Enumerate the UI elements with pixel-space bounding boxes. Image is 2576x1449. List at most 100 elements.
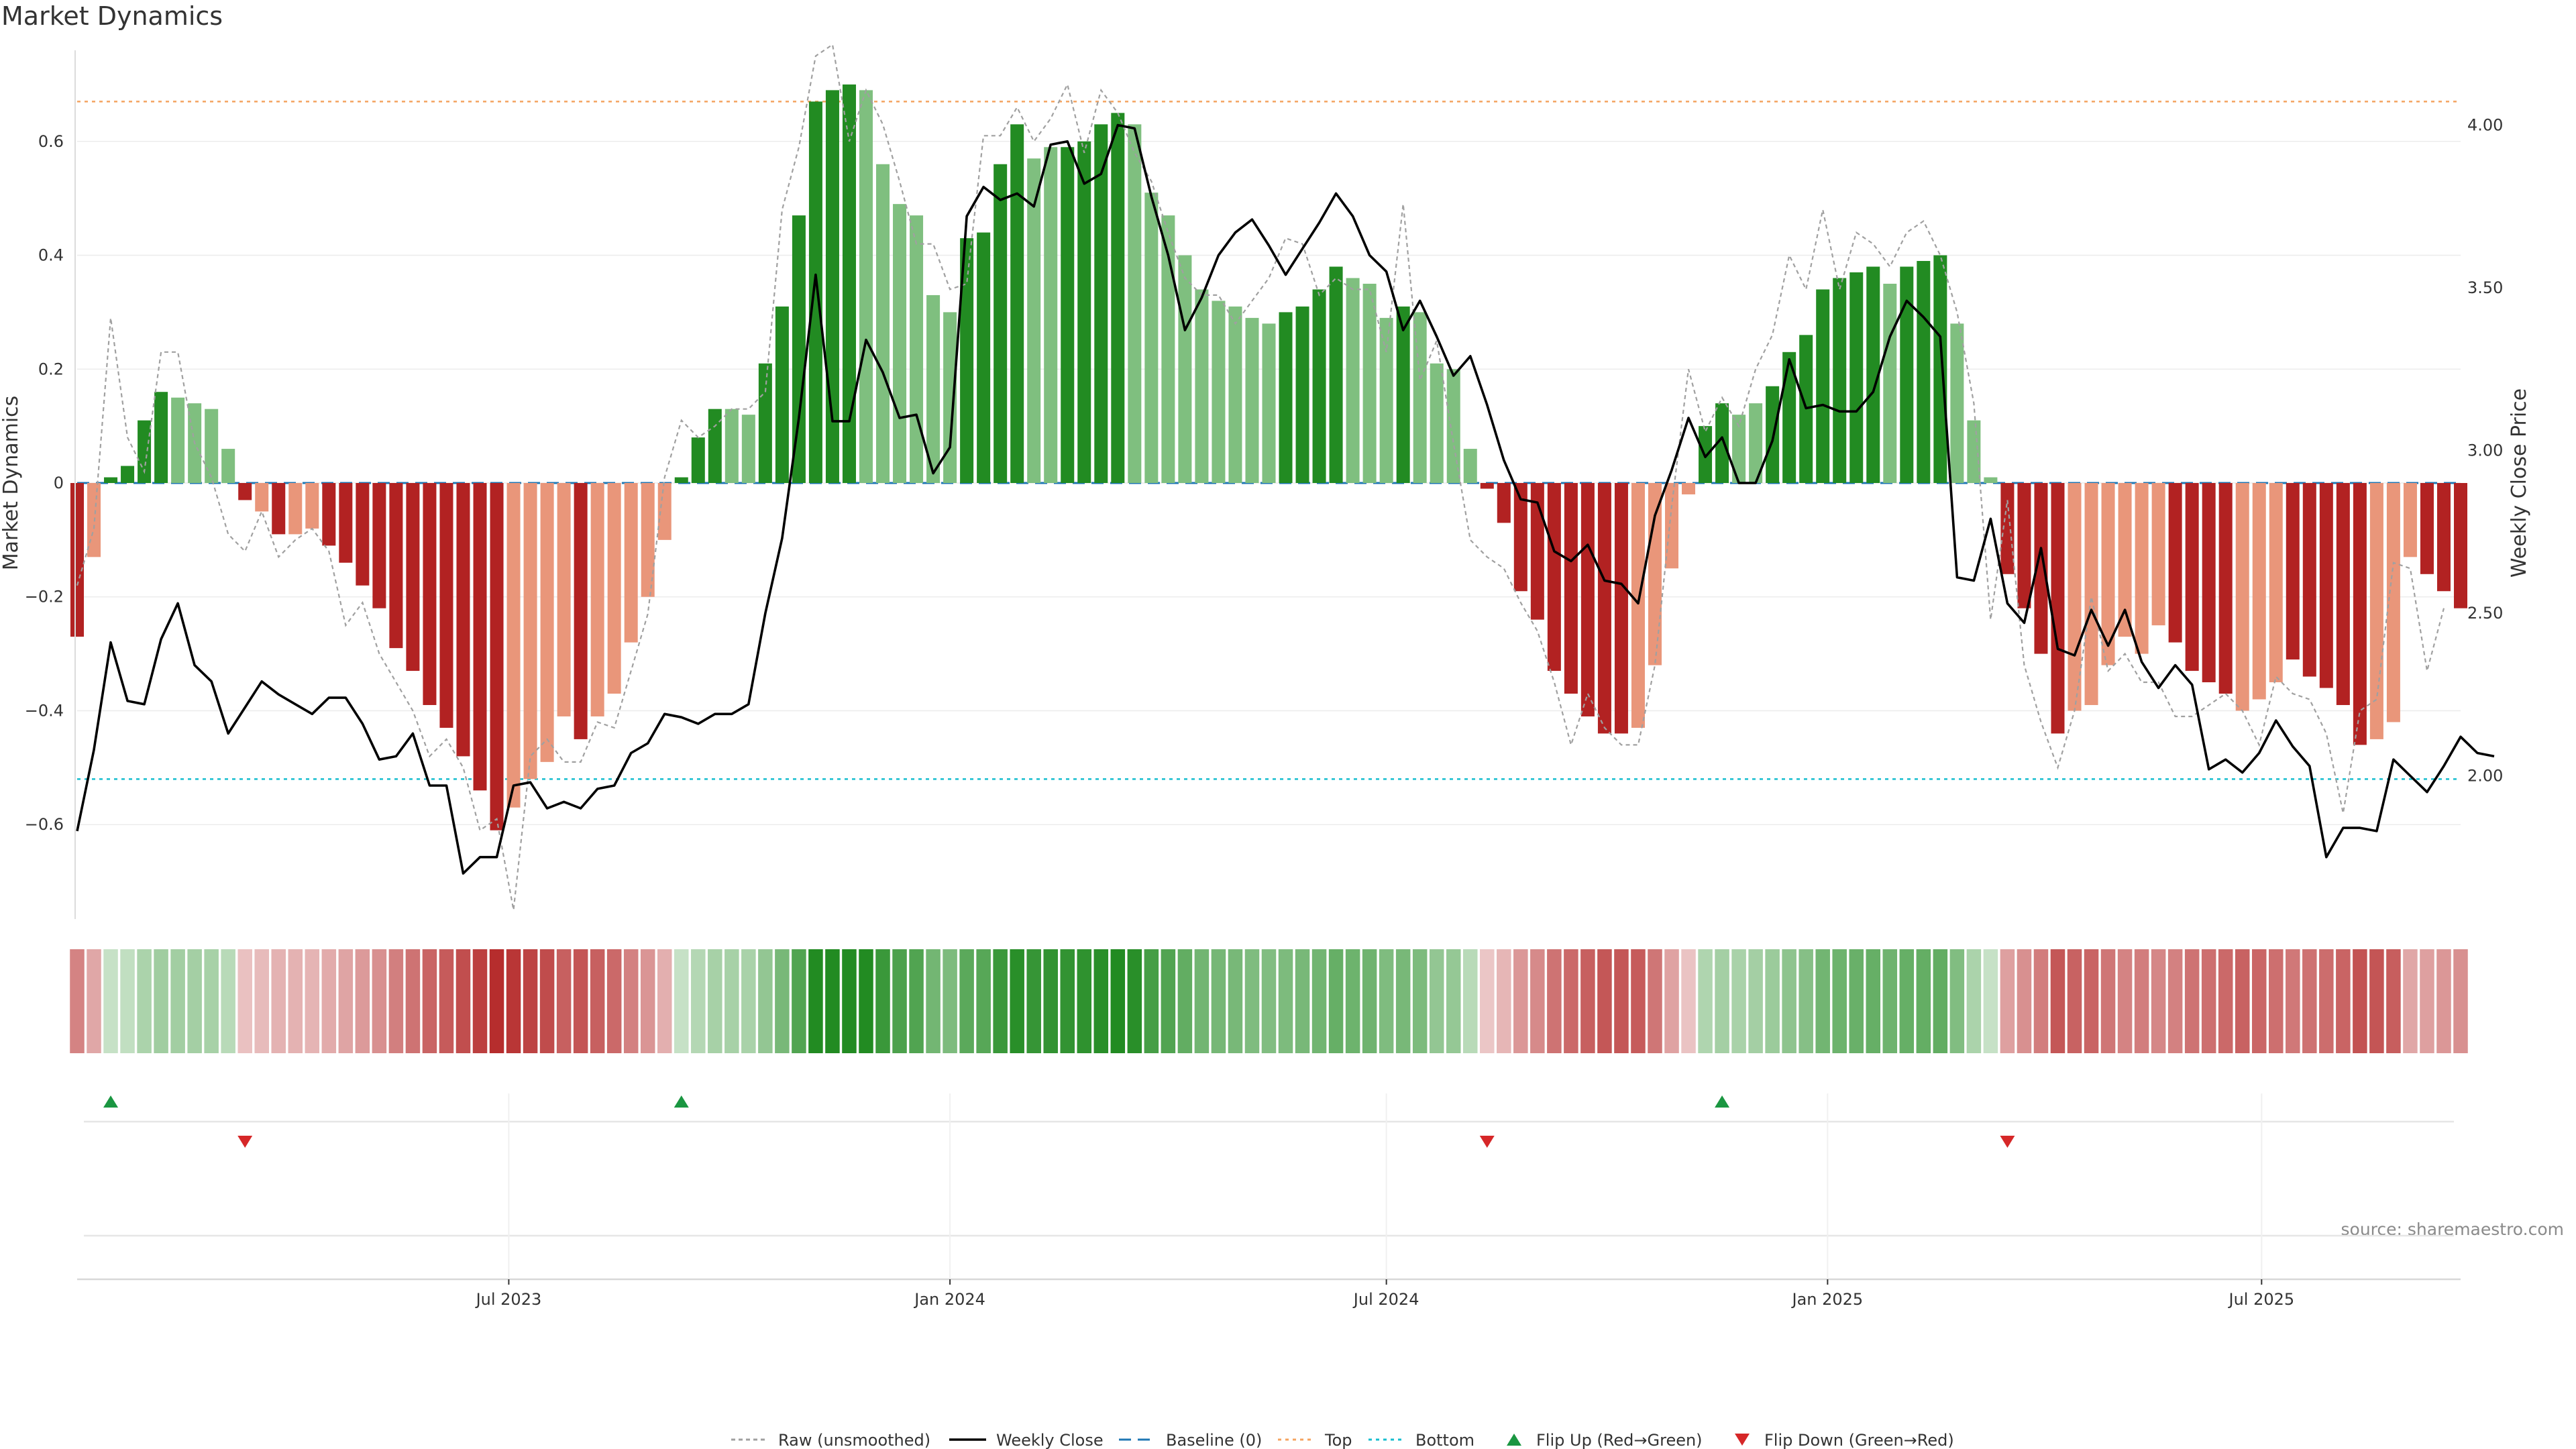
regime-cell (590, 949, 605, 1053)
legend-label: Baseline (0) (1166, 1431, 1262, 1449)
dynamics-bar (741, 415, 755, 483)
dynamics-bar (657, 483, 672, 540)
dynamics-bar (792, 215, 806, 483)
regime-cell (120, 949, 135, 1053)
regime-cell (2386, 949, 2401, 1053)
flip-up-marker (674, 1095, 689, 1108)
regime-cell (2453, 949, 2468, 1053)
y-axis-right-title: Weekly Close Price (2508, 388, 2531, 578)
regime-cell (556, 949, 572, 1053)
flip-markers (84, 1095, 2454, 1237)
regime-cell (1093, 949, 1109, 1053)
series-lines (76, 43, 2495, 910)
dynamics-bar (2420, 483, 2434, 574)
regime-cell (2353, 949, 2367, 1053)
dynamics-bar (994, 164, 1008, 483)
regime-cell (1379, 949, 1394, 1053)
regime-strip (70, 949, 2468, 1053)
dynamics-bar (1178, 255, 1192, 483)
dynamics-bar (356, 483, 370, 586)
regime-cell (2286, 949, 2300, 1053)
dynamics-bar (205, 409, 219, 483)
dynamics-bar (1295, 306, 1309, 483)
legend-label: Top (1324, 1431, 1352, 1449)
legend-label: Flip Up (Red→Green) (1536, 1431, 1703, 1449)
legend-label: Flip Down (Green→Red) (1764, 1431, 1954, 1449)
flip-down-marker (237, 1136, 253, 1148)
dynamics-bar (775, 306, 789, 483)
regime-cell (640, 949, 655, 1053)
regime-cell (775, 949, 790, 1053)
dynamics-bar (238, 483, 252, 500)
dynamics-bar (1144, 193, 1159, 483)
dynamics-bar (1732, 415, 1746, 483)
regime-cell (1480, 949, 1495, 1053)
dynamics-bar (439, 483, 453, 728)
regime-cell (1564, 949, 1578, 1053)
raw-series-line (76, 43, 2445, 910)
regime-cell (1949, 949, 1965, 1053)
regime-cell (1026, 949, 1041, 1053)
dynamics-bar (1312, 289, 1326, 483)
dynamics-bar (943, 312, 957, 483)
dynamics-bar (1346, 278, 1360, 483)
regime-cell (455, 949, 471, 1053)
regime-cell (2100, 949, 2116, 1053)
dynamics-bar (1128, 124, 1142, 483)
regime-cell (170, 949, 185, 1053)
dynamics-bar (1362, 283, 1377, 483)
regime-cell (1815, 949, 1830, 1053)
regime-cell (1077, 949, 1092, 1053)
dynamics-bar (2453, 483, 2468, 608)
y-tick-left-label: 0.2 (38, 360, 64, 378)
dynamics-bar (1580, 483, 1595, 716)
dynamics-bar (540, 483, 554, 762)
regime-cell (1715, 949, 1729, 1053)
y-tick-right-label: 3.00 (2467, 441, 2503, 460)
regime-cell (338, 949, 354, 1053)
regime-cell (2369, 949, 2384, 1053)
dynamics-bar (1749, 403, 1763, 483)
regime-cell (1866, 949, 1881, 1053)
regime-cell (674, 949, 689, 1053)
regime-cell (2201, 949, 2216, 1053)
regime-cell (808, 949, 823, 1053)
date-tick-label: Jul 2024 (1352, 1290, 1419, 1309)
regime-cell (103, 949, 118, 1053)
dynamics-bar (2202, 483, 2216, 683)
dynamics-bar (2135, 483, 2149, 654)
dynamics-bar (926, 294, 941, 483)
dynamics-bar (490, 483, 504, 830)
legend-label: Bottom (1415, 1431, 1474, 1449)
date-tick-label: Jul 2023 (475, 1290, 542, 1309)
regime-cell (2151, 949, 2166, 1053)
regime-cell (1681, 949, 1696, 1053)
regime-cell (1362, 949, 1377, 1053)
y-axis-left-title: Market Dynamics (0, 396, 23, 571)
regime-cell (909, 949, 924, 1053)
dynamics-bar (2336, 483, 2350, 705)
legend: Raw (unsmoothed) Weekly Close Baseline (0)… (731, 1431, 1954, 1449)
regime-cell (472, 949, 488, 1053)
dynamics-bar (1413, 312, 1427, 483)
dynamics-bar (406, 483, 420, 672)
legend-item: Bottom (1368, 1431, 1474, 1449)
flip-down-marker (1479, 1136, 1495, 1148)
dynamics-bar (1597, 483, 1611, 734)
dynamics-bar (607, 483, 621, 694)
regime-cell (1395, 949, 1411, 1053)
dynamics-bar (1010, 124, 1024, 483)
legend-item: Flip Down (Green→Red) (1735, 1431, 1954, 1449)
dynamics-bar (272, 483, 286, 535)
regime-cell (892, 949, 907, 1053)
legend-item: Weekly Close (949, 1431, 1104, 1449)
regime-cell (2336, 949, 2351, 1053)
regime-cell (305, 949, 320, 1053)
dynamics-bar (1849, 272, 1864, 483)
regime-cell (1345, 949, 1360, 1053)
regime-cell (1497, 949, 1511, 1053)
dynamics-bar (1833, 278, 1847, 483)
dynamics-bar (1682, 483, 1696, 494)
regime-cell (1899, 949, 1915, 1053)
regime-cell (1295, 949, 1310, 1053)
